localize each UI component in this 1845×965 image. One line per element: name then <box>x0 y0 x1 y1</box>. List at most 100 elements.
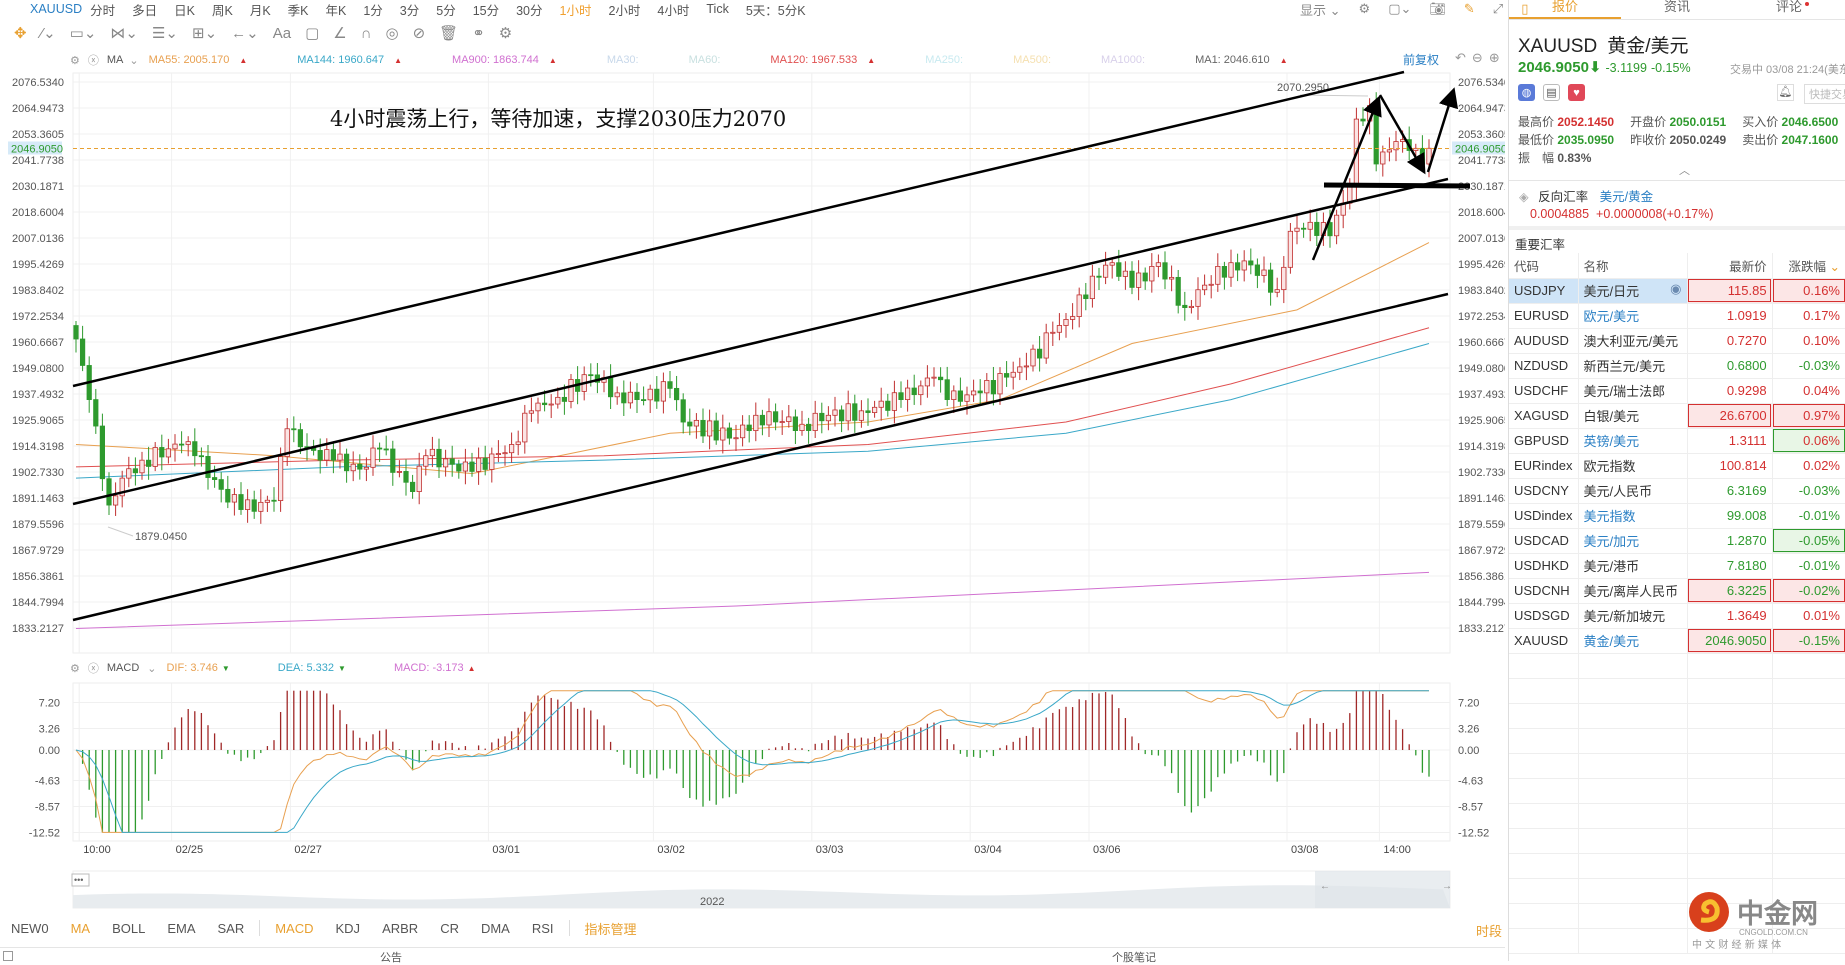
col-change[interactable]: 涨跌幅 ⌄ <box>1772 253 1845 279</box>
angle-icon[interactable]: ∠ <box>333 25 347 42</box>
watch-icon[interactable]: ◉ <box>1670 281 1682 296</box>
fullscreen-icon[interactable]: ⤢ <box>1492 1 1504 16</box>
period-tab[interactable]: 周K <box>211 3 233 18</box>
eye-icon[interactable]: ◎ <box>385 25 399 42</box>
heart-icon[interactable]: ♥ <box>1568 84 1585 101</box>
text-tool-icon[interactable]: Aa <box>272 24 292 42</box>
symbol-label[interactable]: XAUUSD <box>30 2 83 16</box>
adjust-button[interactable]: 前复权 <box>1403 53 1440 67</box>
rate-row[interactable]: USDCNY 美元/人民币 6.3169 -0.03% <box>1509 478 1845 504</box>
tab-quote[interactable]: 报价 <box>1509 0 1621 19</box>
rate-row[interactable]: XAUUSD 黄金/美元 2046.9050 -0.15% <box>1509 628 1845 654</box>
collapse-icon[interactable]: ︿ <box>1679 165 1690 177</box>
globe-icon[interactable]: ◍ <box>1518 84 1535 101</box>
rate-row[interactable]: NZDUSD 新西兰元/美元 0.6800 -0.03% <box>1509 353 1845 379</box>
period-tab[interactable]: 5分 <box>436 3 456 18</box>
indicator-tab-sar[interactable]: SAR <box>217 920 245 936</box>
period-tab[interactable]: 分时 <box>90 3 116 18</box>
tab-news[interactable]: 资讯 <box>1663 0 1690 14</box>
rate-row[interactable]: USDCNH 美元/离岸人民币 6.3225 -0.02% <box>1509 578 1845 604</box>
comment-icon[interactable]: ▢ <box>305 25 320 42</box>
tab-comments[interactable]: 评论 <box>1733 0 1845 19</box>
rate-row[interactable]: AUDUSD 澳大利亚元/美元 0.7270 0.10% <box>1509 328 1845 354</box>
period-tab[interactable]: 季K <box>287 3 309 18</box>
macd-indicator-name[interactable]: MACD <box>106 662 140 674</box>
period-tab[interactable]: 3分 <box>399 3 420 18</box>
indicator-tab-kdj[interactable]: KDJ <box>335 920 361 936</box>
rate-row[interactable]: USDindex 美元指数 99.008 -0.01% <box>1509 503 1845 529</box>
period-tab[interactable]: 2小时 <box>608 3 641 18</box>
reset-icon[interactable]: ↶ <box>1455 50 1472 65</box>
zoom-in-icon[interactable]: ⊕ <box>1488 50 1506 65</box>
period-tab[interactable]: 多日 <box>132 3 158 18</box>
compare-icon[interactable]: ⚭ <box>472 25 485 42</box>
close-icon[interactable]: ⓧ <box>87 55 99 67</box>
rate-row[interactable]: USDJPY 美元/日元 ◉ 115.85 0.16% <box>1509 278 1845 304</box>
indicator-tab-cr[interactable]: CR <box>440 920 459 936</box>
settings-icon[interactable]: ⚙ <box>1358 1 1371 16</box>
arrow-tool-icon[interactable]: ←⌄ <box>231 25 259 42</box>
indicator-tab-arbr[interactable]: ARBR <box>382 920 419 936</box>
notice-tab[interactable]: 公告 <box>380 952 402 964</box>
pencil-icon[interactable]: ✎ <box>1463 1 1475 16</box>
col-price[interactable]: 最新价 <box>1687 253 1773 279</box>
checkbox[interactable] <box>3 951 13 961</box>
panel-toggle-icon[interactable]: ▯ <box>1521 1 1529 16</box>
settings-icon[interactable]: ⚙ <box>70 54 80 67</box>
indicator-tab-new0[interactable]: NEW0 <box>11 920 49 936</box>
layout-icon[interactable]: ▢⌄ <box>1388 1 1412 16</box>
rate-row[interactable]: EURUSD 欧元/美元 1.0919 0.17% <box>1509 303 1845 329</box>
navigator-more-button[interactable] <box>71 873 90 887</box>
period-tab[interactable]: Tick <box>706 2 729 16</box>
quick-trade-button[interactable]: 快捷交易 <box>1804 84 1845 104</box>
trash-icon[interactable]: 🗑︎ <box>439 25 459 42</box>
price-chart[interactable]: 2076.5340 2076.5340 2064.9473 2064.9473 2053… <box>0 0 1505 917</box>
indicator-tab-boll[interactable]: BOLL <box>112 920 146 936</box>
zoom-out-icon[interactable]: ⊖ <box>1471 50 1489 65</box>
period-tab[interactable]: 年K <box>325 3 347 18</box>
indicator-tab-dma[interactable]: DMA <box>480 920 510 936</box>
settings-icon[interactable]: ⚙ <box>498 25 513 42</box>
measure-tool-icon[interactable]: ⊞⌄ <box>192 25 218 42</box>
indicator-tab-ma[interactable]: MA <box>70 920 91 936</box>
rate-row[interactable]: USDCAD 美元/加元 1.2870 -0.05% <box>1509 528 1845 554</box>
rate-row[interactable]: XAGUSD 白银/美元 26.6700 0.97% <box>1509 403 1845 429</box>
period-tab[interactable]: 15分 <box>472 3 500 18</box>
move-icon[interactable]: ✥ <box>14 25 27 42</box>
settings-icon[interactable]: ⚙ <box>70 662 80 675</box>
chevron-down-icon[interactable]: ⌄ <box>129 54 139 67</box>
rate-row[interactable]: GBPUSD 英镑/美元 1.3111 0.06% <box>1509 428 1845 454</box>
rect-tool-icon[interactable]: ▭⌄ <box>69 25 97 42</box>
period-tab[interactable]: 1分 <box>363 3 383 18</box>
indicator-tab-macd[interactable]: MACD <box>275 920 314 936</box>
pattern-tool-icon[interactable]: ⋈⌄ <box>110 25 138 42</box>
period-tab[interactable]: 月K <box>249 3 271 18</box>
close-icon[interactable]: ⓧ <box>87 663 99 675</box>
magnet-icon[interactable]: ∩ <box>360 24 372 42</box>
bell-icon[interactable]: 🔔︎ <box>1777 84 1794 101</box>
reverse-pair[interactable]: 美元/黄金 <box>1599 190 1654 204</box>
period-button[interactable]: 时段 <box>1476 924 1503 939</box>
rate-row[interactable]: EURindex 欧元指数 100.814 0.02% <box>1509 453 1845 479</box>
indicator-manage-button[interactable]: 指标管理 <box>584 921 637 937</box>
rate-row[interactable]: USDSGD 美元/新加坡元 1.3649 0.01% <box>1509 603 1845 629</box>
line-tool-icon[interactable]: ⁄⌄ <box>40 25 56 42</box>
notes-tab[interactable]: 个股笔记 <box>1112 952 1156 964</box>
fib-tool-icon[interactable]: ☰⌄ <box>151 25 178 42</box>
chevron-down-icon[interactable]: ⌄ <box>147 662 157 675</box>
display-menu[interactable]: 显示 ⌄ <box>1300 2 1341 18</box>
rate-row[interactable]: USDCHF 美元/瑞士法郎 0.9298 0.04% <box>1509 378 1845 404</box>
period-tab[interactable]: 1小时 <box>559 3 592 18</box>
camera-icon[interactable]: 📷︎ <box>1429 1 1446 16</box>
period-tab[interactable]: 日K <box>174 3 195 18</box>
rate-row[interactable]: USDHKD 美元/港币 7.8180 -0.01% <box>1509 553 1845 579</box>
period-tab[interactable]: 30分 <box>516 3 543 18</box>
period-tab[interactable]: 4小时 <box>657 3 690 18</box>
ma-indicator-name[interactable]: MA <box>106 54 124 66</box>
macd-legend: ⚙ ⓧ MACD ⌄ DIF: 3.746 ▼ DEA: 5.332 ▼ MACD:… <box>70 660 476 676</box>
hide-icon[interactable]: ⊘ <box>412 25 426 42</box>
note-icon[interactable]: ▤ <box>1543 84 1560 101</box>
indicator-tab-ema[interactable]: EMA <box>167 920 196 936</box>
period-tab[interactable]: 5天：5分K <box>745 3 806 18</box>
indicator-tab-rsi[interactable]: RSI <box>531 920 554 936</box>
